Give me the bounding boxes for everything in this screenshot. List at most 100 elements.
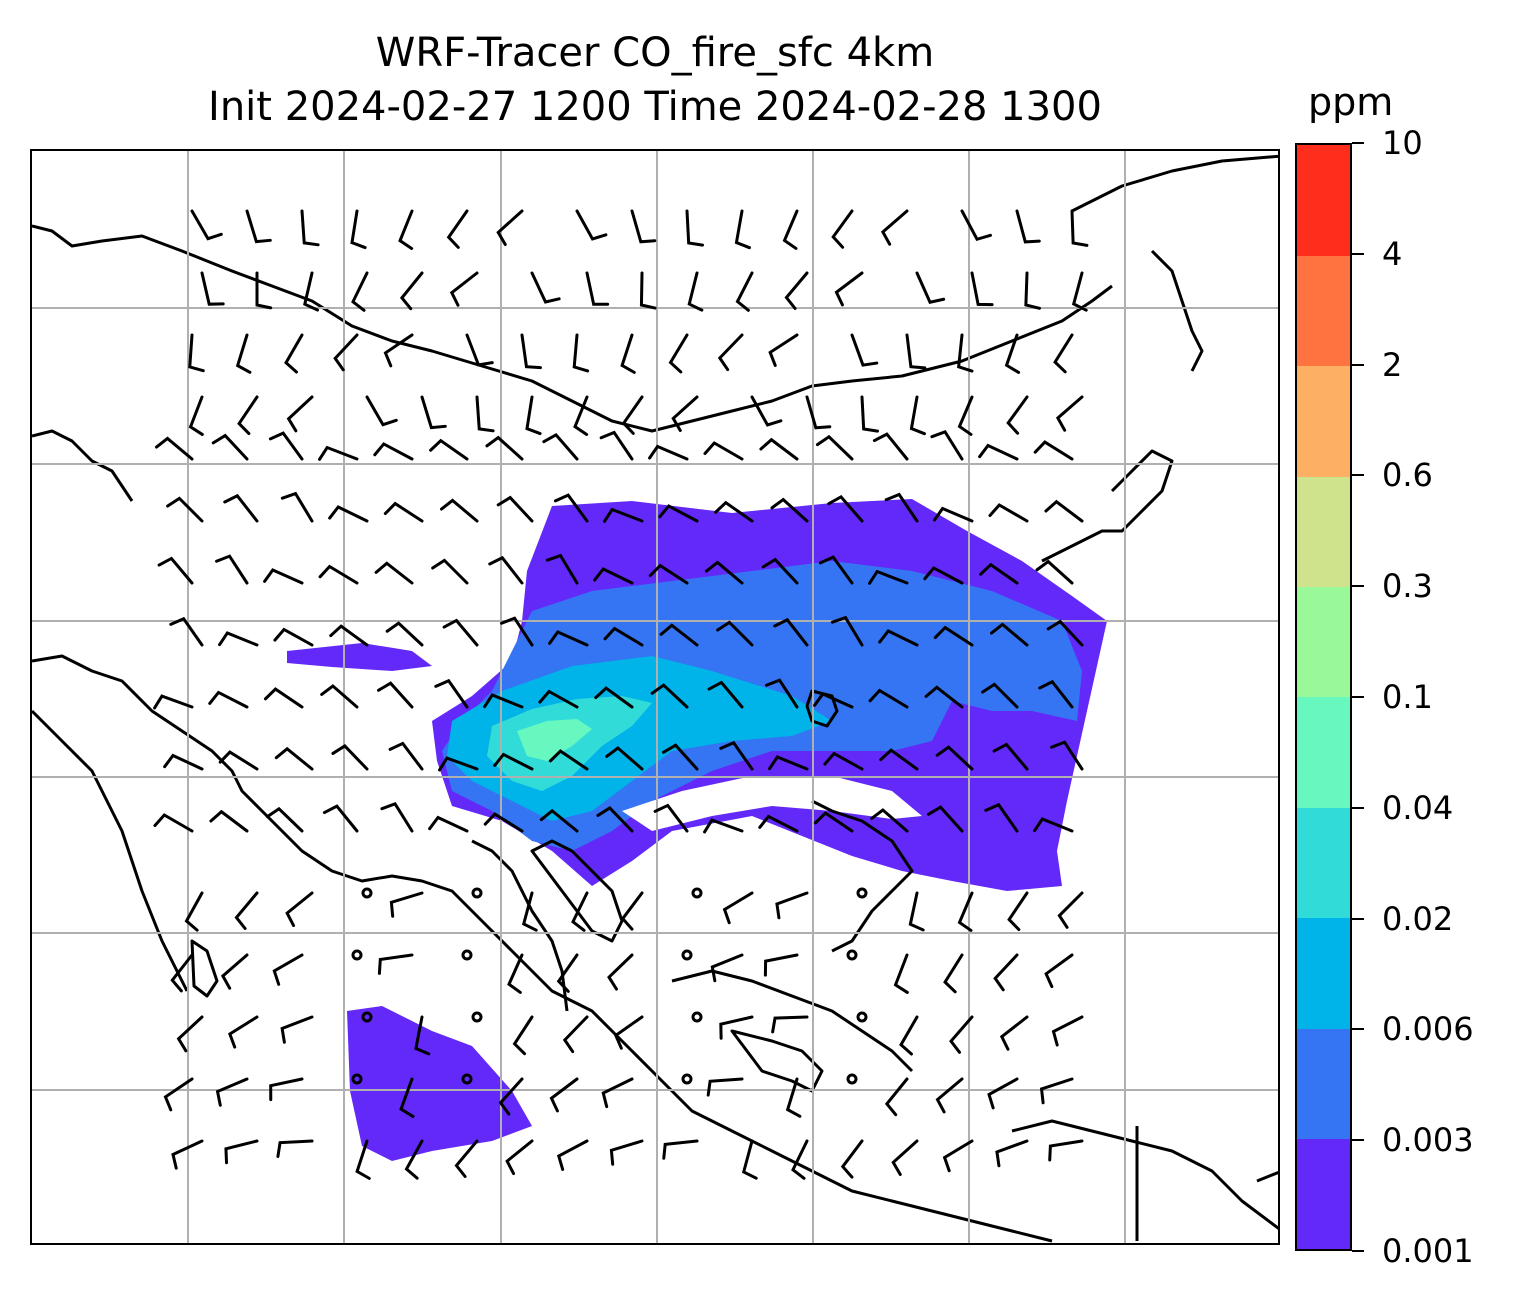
colorbar-tick	[1352, 1028, 1364, 1031]
wind-barb	[830, 615, 864, 647]
wind-barb	[429, 438, 469, 461]
plume-south	[347, 1006, 532, 1161]
wind-barb	[383, 333, 414, 368]
wind-barb	[989, 622, 1029, 647]
wind-barb	[923, 566, 964, 585]
wind-barb	[613, 1015, 644, 1050]
wind-barb	[1055, 395, 1084, 432]
wind-barb	[263, 568, 304, 585]
wind-barb	[376, 681, 414, 709]
wind-barb	[999, 1015, 1029, 1051]
colorbar-tick	[1352, 363, 1364, 366]
wind-barb	[741, 1139, 758, 1180]
wind-barb	[1046, 619, 1084, 647]
wind-barb	[594, 686, 634, 709]
wind-barb	[414, 1015, 431, 1056]
wind-barb	[538, 689, 579, 709]
wind-barb	[827, 494, 864, 523]
wind-barb	[399, 271, 424, 311]
wind-barb	[775, 891, 809, 920]
wind-barb	[620, 333, 636, 374]
colorbar-tick	[1352, 806, 1364, 809]
colorbar-tick-label: 0.006	[1382, 1010, 1474, 1049]
wind-barb	[1015, 209, 1041, 244]
wind-barb	[905, 333, 927, 370]
calm-wind-marker	[681, 1073, 693, 1085]
colorbar-tick-label: 0.6	[1382, 456, 1433, 495]
wind-barb	[530, 271, 561, 304]
colorbar-segment	[1297, 476, 1350, 588]
wind-barb	[483, 812, 524, 833]
wind-barb	[255, 271, 273, 310]
wind-barb	[926, 805, 964, 833]
wind-barb	[908, 891, 925, 932]
wind-barb	[365, 395, 398, 427]
wind-barb	[605, 746, 644, 771]
wind-barb	[331, 744, 369, 771]
wind-barb	[988, 503, 1029, 523]
wind-barb	[280, 491, 314, 523]
wind-barb	[668, 333, 689, 374]
wind-barb	[333, 333, 359, 372]
wind-barb	[388, 741, 424, 771]
wind-barb	[224, 1139, 259, 1165]
plume-secondary	[287, 643, 432, 671]
wind-barb	[1070, 209, 1089, 247]
calm-wind-marker	[691, 887, 703, 899]
wind-barb	[446, 209, 469, 249]
wind-barb	[1071, 271, 1088, 312]
wind-barb	[671, 395, 699, 433]
wind-barb	[439, 498, 479, 523]
wind-barb	[166, 496, 204, 523]
wind-barb	[596, 806, 634, 833]
wind-barb	[1057, 891, 1084, 929]
wind-barb	[662, 1139, 699, 1160]
wind-barb	[884, 1077, 909, 1117]
wind-barb	[995, 1139, 1029, 1168]
wind-barb	[431, 558, 469, 585]
wind-barb	[823, 751, 864, 771]
wind-barb	[154, 436, 194, 461]
wind-barb	[420, 395, 447, 430]
wind-barb	[542, 432, 579, 461]
wind-barb	[475, 395, 495, 433]
wind-barb	[465, 333, 494, 367]
wind-barb	[163, 1077, 194, 1112]
wind-barb	[505, 1139, 534, 1176]
wind-barb	[318, 564, 359, 585]
wind-barb	[268, 431, 304, 461]
plume-peak	[517, 719, 592, 761]
wind-barb	[377, 953, 414, 975]
wind-barb	[539, 808, 579, 833]
wind-barb	[1004, 333, 1021, 374]
wind-barb	[768, 333, 799, 367]
colorbar-tick-label: 2	[1382, 345, 1403, 384]
wind-barb	[707, 680, 744, 709]
wind-barb	[573, 395, 589, 436]
wind-barb	[761, 557, 799, 585]
wind-barb	[987, 1077, 1019, 1110]
wind-barb	[735, 271, 754, 312]
wind-barb	[813, 692, 854, 709]
calm-wind-marker	[846, 949, 858, 961]
wind-barb	[520, 333, 542, 370]
wind-barb	[770, 497, 809, 523]
colorbar-tick	[1352, 696, 1364, 698]
wind-barb	[658, 504, 699, 523]
wind-barb	[759, 437, 799, 461]
wind-barb	[209, 809, 249, 833]
colorbar-tick	[1352, 142, 1364, 144]
wind-barb	[773, 617, 809, 647]
wind-barb	[237, 395, 259, 436]
calm-wind-marker	[691, 1011, 703, 1023]
wind-barb	[1044, 499, 1084, 523]
wind-barb	[488, 555, 524, 585]
wind-barbs	[153, 209, 1089, 1180]
wind-barb	[163, 753, 204, 771]
wind-barb	[389, 891, 424, 918]
wind-barb	[553, 493, 589, 523]
wind-barb	[818, 555, 854, 585]
wind-barb	[157, 556, 194, 585]
wind-barb	[223, 493, 259, 523]
wind-barb	[286, 395, 314, 433]
